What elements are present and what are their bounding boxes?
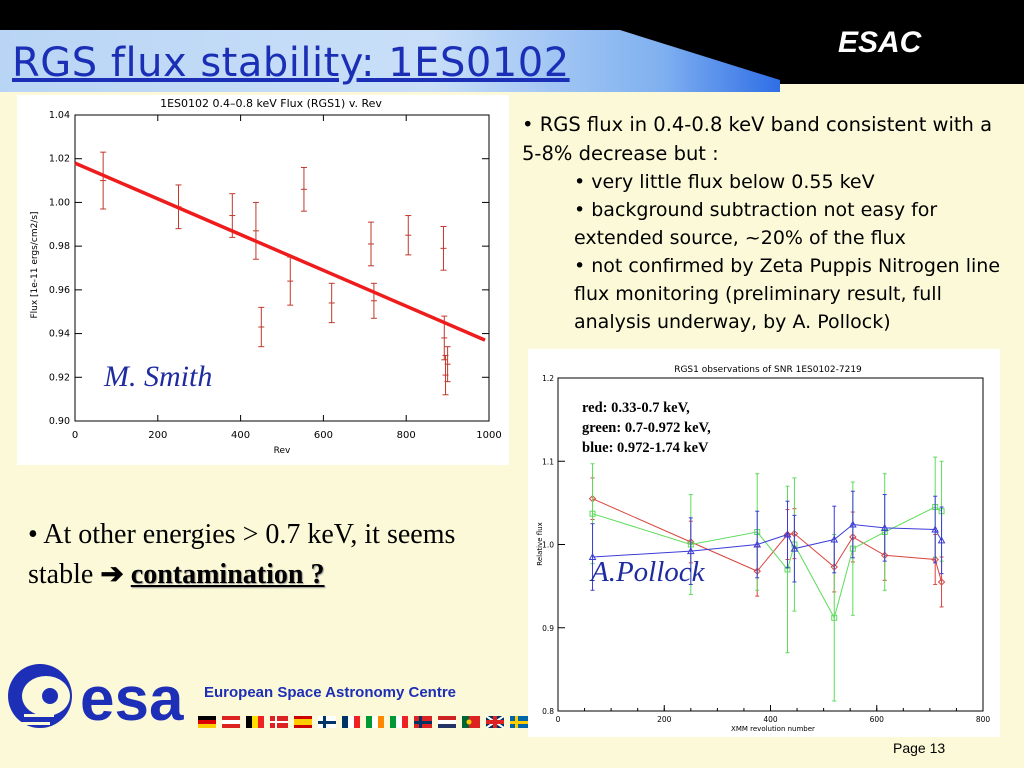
page-title: RGS flux stability: 1ES0102 <box>12 40 570 86</box>
esac-label: ESAC <box>838 26 922 59</box>
left-x-tick-label: 200 <box>148 430 167 441</box>
centre-name: European Space Astronomy Centre <box>204 684 457 701</box>
right-x-tick-label: 200 <box>657 715 672 724</box>
right-relative-flux-plot: RGS1 observations of SNR 1ES0102-7219 XM… <box>528 349 1000 737</box>
bullet-sub-3: • not confirmed by Zeta Puppis Nitrogen … <box>574 255 1001 333</box>
left-data-point <box>370 282 377 319</box>
right-data-point <box>931 495 940 564</box>
bullet-list: • RGS flux in 0.4-0.8 keV band consisten… <box>522 110 1012 336</box>
flag-be-icon <box>246 716 264 728</box>
right-plot-author: A.Pollock <box>591 556 705 588</box>
left-y-tick-label: 0.98 <box>49 241 70 252</box>
right-y-tick-label: 1.2 <box>542 374 554 383</box>
left-x-tick-label: 1000 <box>476 430 501 441</box>
right-y-tick-label: 1.1 <box>542 457 554 466</box>
flag-uk-icon <box>485 716 505 729</box>
left-plot-ylabel: Flux [1e-11 ergs/cm2/s] <box>30 211 40 318</box>
left-x-tick-label: 400 <box>231 430 250 441</box>
left-y-tick-label: 0.90 <box>49 416 70 427</box>
left-data-point <box>300 166 307 212</box>
left-plot-author: M. Smith <box>104 360 213 393</box>
right-x-tick-label: 600 <box>870 715 885 724</box>
right-data-point <box>790 514 799 583</box>
left-data-point <box>287 256 294 306</box>
flag-se-icon <box>510 716 528 728</box>
left-x-tick-label: 800 <box>397 430 416 441</box>
right-plot-legend: red: 0.33-0.7 keV, green: 0.7-0.972 keV,… <box>582 398 711 458</box>
right-data-point <box>686 517 695 585</box>
bullet-sub-2: • background subtraction not easy for ex… <box>574 199 938 249</box>
legend-blue: blue: 0.972-1.74 keV <box>582 440 709 456</box>
right-plot-title: RGS1 observations of SNR 1ES0102-7219 <box>674 365 862 375</box>
bullet-sub-1: • very little flux below 0.55 keV <box>574 171 875 193</box>
member-flags <box>198 716 528 729</box>
left-plot-svg: 1ES0102 0.4–0.8 keV Flux (RGS1) v. Rev R… <box>30 97 502 456</box>
energy-note-text: • At other energies > 0.7 keV, it seems … <box>28 519 456 590</box>
right-data-point <box>753 510 762 579</box>
left-data-point <box>252 201 259 260</box>
right-series-line <box>592 498 943 583</box>
flag-at-icon <box>222 716 240 728</box>
right-x-tick-label: 800 <box>976 715 991 724</box>
left-y-tick-label: 1.02 <box>49 154 70 165</box>
right-plot-xlabel: XMM revolution number <box>731 725 815 733</box>
right-data-point <box>937 506 946 575</box>
right-y-tick-label: 1.0 <box>542 541 554 550</box>
right-x-tick-label: 400 <box>763 715 778 724</box>
left-x-tick-label: 0 <box>72 430 78 441</box>
left-data-point <box>100 151 107 210</box>
right-series-line <box>592 506 942 620</box>
flag-pt-icon <box>462 716 480 728</box>
flag-dk-icon <box>270 716 288 728</box>
left-y-tick-label: 0.92 <box>49 372 70 383</box>
right-y-tick-label: 0.9 <box>542 624 554 633</box>
legend-red: red: 0.33-0.7 keV, <box>582 400 690 416</box>
left-data-point <box>405 215 412 256</box>
right-series-line <box>592 524 942 558</box>
left-data-point <box>328 282 335 324</box>
left-flux-plot: 1ES0102 0.4–0.8 keV Flux (RGS1) v. Rev R… <box>17 95 509 465</box>
title-banner <box>0 30 780 92</box>
left-plot-title: 1ES0102 0.4–0.8 keV Flux (RGS1) v. Rev <box>160 97 382 110</box>
left-x-tick-label: 600 <box>314 430 333 441</box>
right-data-point <box>880 494 889 562</box>
flag-es-icon <box>294 716 312 728</box>
right-plot-ylabel: Relative flux <box>536 522 544 565</box>
left-data-point <box>444 346 451 383</box>
contamination-link[interactable]: contamination ? <box>130 559 325 590</box>
right-y-tick-label: 0.8 <box>542 707 554 716</box>
left-y-tick-label: 1.00 <box>49 197 70 208</box>
flag-fr-icon <box>342 716 360 728</box>
legend-green: green: 0.7-0.972 keV, <box>582 420 711 436</box>
esa-logo-text: esa <box>80 665 184 734</box>
right-data-point <box>830 505 839 574</box>
bullet-main: • RGS flux in 0.4-0.8 keV band consisten… <box>522 113 993 165</box>
left-data-point <box>258 306 265 348</box>
right-data-point <box>849 490 857 559</box>
left-data-point <box>440 225 447 271</box>
right-plot-svg: RGS1 observations of SNR 1ES0102-7219 XM… <box>536 365 991 733</box>
flag-it-icon <box>390 716 408 728</box>
flag-no-icon <box>414 716 432 728</box>
flag-nl-icon <box>438 716 456 728</box>
page-number: Page 13 <box>893 740 946 756</box>
flag-de-icon <box>198 716 216 728</box>
flag-fi-icon <box>318 716 336 728</box>
left-plot-frame <box>74 114 490 422</box>
right-data-point <box>588 523 597 591</box>
left-y-tick-label: 0.96 <box>49 285 70 296</box>
right-arrow-icon: ➔ <box>100 559 124 590</box>
left-data-point <box>368 221 375 267</box>
right-data-point <box>783 500 792 569</box>
flag-ie-icon <box>366 716 384 728</box>
energy-note: • At other energies > 0.7 keV, it seems … <box>28 515 498 595</box>
left-fit-line <box>74 161 486 342</box>
left-plot-xlabel: Rev <box>274 446 291 456</box>
right-x-tick-label: 0 <box>556 715 561 724</box>
left-y-tick-label: 0.94 <box>49 329 70 340</box>
left-y-tick-label: 1.04 <box>49 110 70 121</box>
esa-logo: esa <box>8 664 184 734</box>
